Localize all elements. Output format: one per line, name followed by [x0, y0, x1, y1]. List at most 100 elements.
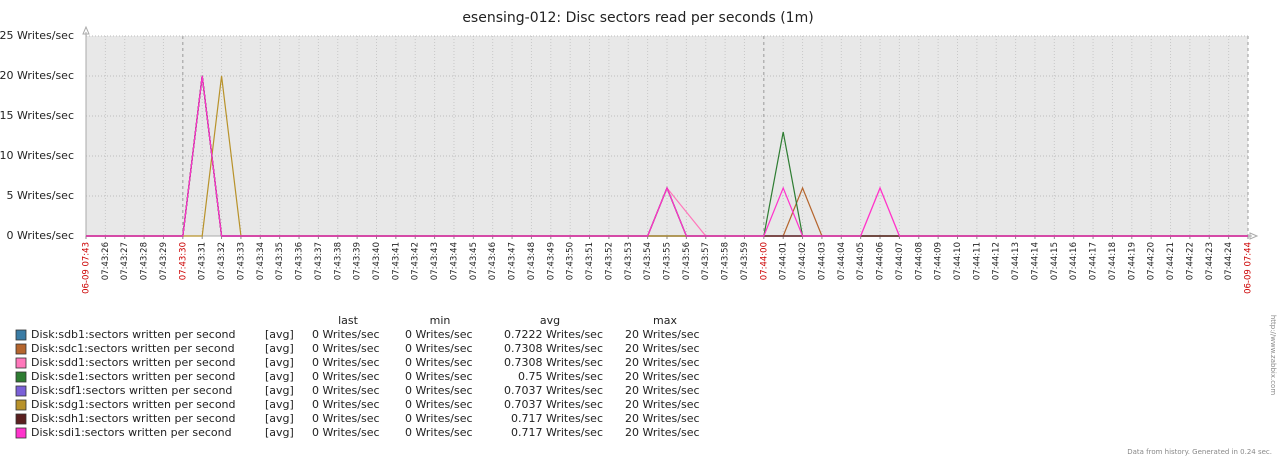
legend-max: 20 Writes/sec [625, 426, 700, 439]
x-tick-label: 07:43:35 [275, 242, 285, 280]
side-note: http://www.zabbix.com [1269, 315, 1277, 395]
legend-header: max [653, 314, 677, 327]
x-tick-label: 07:44:23 [1205, 242, 1215, 280]
legend-min: 0 Writes/sec [405, 342, 473, 355]
x-tick-label: 07:43:30 [178, 242, 188, 280]
legend-label: Disk:sdh1:sectors written per second [31, 412, 236, 425]
legend-min: 0 Writes/sec [405, 398, 473, 411]
y-tick-label: 25 Writes/sec [0, 29, 74, 42]
legend-swatch [15, 357, 27, 369]
legend-label: Disk:sde1:sectors written per second [31, 370, 235, 383]
legend-max: 20 Writes/sec [625, 342, 700, 355]
x-tick-label: 07:43:42 [411, 242, 421, 280]
x-tick-label: 07:43:33 [236, 242, 246, 280]
x-tick-label: 07:44:22 [1185, 242, 1195, 280]
legend-label: Disk:sdb1:sectors written per second [31, 328, 236, 341]
x-tick-label: 07:44:06 [876, 242, 886, 280]
legend-header: last [338, 314, 359, 327]
x-tick-label: 07:43:38 [333, 242, 343, 280]
x-tick-label: 07:44:14 [1030, 242, 1040, 280]
legend-func: [avg] [265, 398, 294, 411]
x-tick-label: 06-09 07:43 [82, 242, 92, 294]
x-tick-label: 07:43:36 [295, 242, 305, 280]
x-tick-label: 07:44:02 [798, 242, 808, 280]
y-tick-label: 10 Writes/sec [0, 149, 74, 162]
x-tick-label: 07:43:26 [101, 242, 111, 280]
legend-avg: 0.7308 Writes/sec [504, 342, 603, 355]
legend-func: [avg] [265, 384, 294, 397]
legend-last: 0 Writes/sec [312, 412, 380, 425]
x-tick-label: 07:43:34 [256, 242, 266, 280]
legend-func: [avg] [265, 328, 294, 341]
x-tick-label: 07:43:37 [314, 242, 324, 280]
legend-last: 0 Writes/sec [312, 426, 380, 439]
x-tick-label: 07:43:44 [449, 242, 459, 280]
legend-min: 0 Writes/sec [405, 356, 473, 369]
x-tick-label: 07:44:12 [992, 242, 1002, 280]
x-tick-label: 07:44:18 [1108, 242, 1118, 280]
x-tick-label: 07:43:27 [120, 242, 130, 280]
x-tick-label: 07:43:59 [740, 242, 750, 280]
x-tick-label: 07:44:09 [934, 242, 944, 280]
x-tick-label: 07:43:40 [372, 242, 382, 280]
legend-label: Disk:sdg1:sectors written per second [31, 398, 236, 411]
x-tick-label: 07:43:58 [721, 242, 731, 280]
legend-func: [avg] [265, 370, 294, 383]
x-tick-label: 07:43:56 [682, 242, 692, 280]
x-tick-label: 07:43:45 [469, 242, 479, 280]
legend-swatch [15, 385, 27, 397]
legend-last: 0 Writes/sec [312, 342, 380, 355]
legend-max: 20 Writes/sec [625, 370, 700, 383]
x-tick-label: 07:43:43 [430, 242, 440, 280]
y-tick-label: 5 Writes/sec [6, 189, 74, 202]
legend-label: Disk:sdf1:sectors written per second [31, 384, 232, 397]
legend-avg: 0.7037 Writes/sec [504, 398, 603, 411]
legend-swatch [15, 371, 27, 383]
legend-min: 0 Writes/sec [405, 412, 473, 425]
legend-avg: 0.7308 Writes/sec [504, 356, 603, 369]
legend-last: 0 Writes/sec [312, 398, 380, 411]
legend-swatch [15, 343, 27, 355]
x-tick-label: 07:44:15 [1050, 242, 1060, 280]
legend-max: 20 Writes/sec [625, 398, 700, 411]
x-tick-label: 07:43:48 [527, 242, 537, 280]
x-tick-label: 07:43:53 [624, 242, 634, 280]
x-tick-label: 07:44:00 [759, 242, 769, 280]
legend-avg: 0.7037 Writes/sec [504, 384, 603, 397]
x-tick-label: 07:43:51 [585, 242, 595, 280]
legend-swatch [15, 427, 27, 439]
legend-func: [avg] [265, 342, 294, 355]
legend-max: 20 Writes/sec [625, 356, 700, 369]
legend-last: 0 Writes/sec [312, 384, 380, 397]
legend-label: Disk:sdi1:sectors written per second [31, 426, 232, 439]
legend-func: [avg] [265, 426, 294, 439]
x-tick-label: 07:44:03 [817, 242, 827, 280]
x-tick-label: 07:43:49 [546, 242, 556, 280]
x-tick-label: 07:44:11 [972, 242, 982, 280]
x-tick-label: 07:44:21 [1166, 242, 1176, 280]
x-tick-label: 07:44:17 [1089, 242, 1099, 280]
legend-min: 0 Writes/sec [405, 370, 473, 383]
legend-avg: 0.7222 Writes/sec [504, 328, 603, 341]
y-tick-label: 15 Writes/sec [0, 109, 74, 122]
legend-func: [avg] [265, 412, 294, 425]
x-tick-label: 07:44:24 [1224, 242, 1234, 280]
x-tick-label: 07:43:54 [643, 242, 653, 280]
x-tick-label: 07:43:47 [508, 242, 518, 280]
legend-max: 20 Writes/sec [625, 412, 700, 425]
x-tick-label: 06-09 07:44 [1244, 242, 1254, 294]
x-tick-label: 07:44:07 [895, 242, 905, 280]
chart-title: esensing-012: Disc sectors read per seco… [462, 10, 813, 26]
x-tick-label: 07:44:10 [953, 242, 963, 280]
x-tick-label: 07:44:08 [914, 242, 924, 280]
legend-max: 20 Writes/sec [625, 384, 700, 397]
x-tick-label: 07:43:46 [488, 242, 498, 280]
y-tick-label: 0 Writes/sec [6, 229, 74, 242]
legend-func: [avg] [265, 356, 294, 369]
x-tick-label: 07:43:50 [566, 242, 576, 280]
legend-min: 0 Writes/sec [405, 426, 473, 439]
footer: Data from history. Generated in 0.24 sec… [1127, 448, 1272, 456]
x-tick-label: 07:44:01 [779, 242, 789, 280]
legend-avg: 0.717 Writes/sec [511, 426, 603, 439]
